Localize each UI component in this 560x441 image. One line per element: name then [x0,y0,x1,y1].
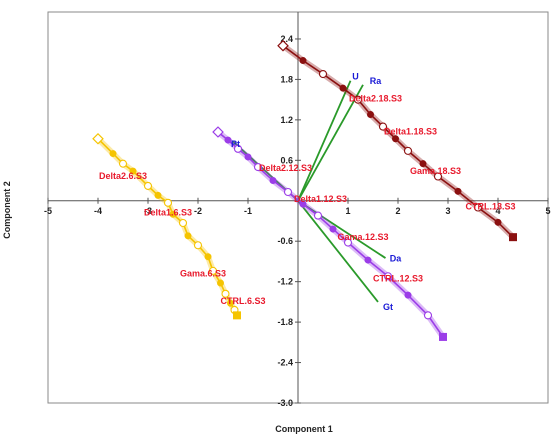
data-point [221,289,230,298]
data-point [217,279,224,287]
data-point [224,136,232,144]
data-point [494,218,502,226]
y-tick-label: -3.0 [277,398,293,408]
y-tick-label: 0.6 [280,155,293,165]
data-point [364,256,372,264]
point-label: Gama.6.S3 [180,268,226,278]
point-label: Delta2.18.S3 [349,94,402,104]
data-point [329,225,337,233]
data-point [299,200,307,208]
x-tick-label: 5 [545,206,550,216]
point-label: Delta1.6.S3 [144,208,192,218]
data-point [212,126,224,138]
x-tick-label: 2 [395,206,400,216]
loading-vector [297,80,352,202]
data-point [208,266,218,275]
point-label: CTRL.18.S3 [465,202,515,212]
data-point [439,332,447,341]
data-point [343,238,353,247]
data-point [423,311,433,320]
data-point [227,299,234,307]
data-point [353,95,363,104]
x-axis-title: Component 1 [275,424,333,434]
data-point [269,177,277,185]
data-point [92,132,104,145]
data-point [143,181,153,190]
y-tick-label: 1.8 [280,74,293,84]
data-point [244,153,252,161]
data-point [253,163,263,172]
series-line [217,131,444,338]
data-point [154,191,162,199]
data-point [283,187,293,197]
point-label: Delta2.12.S3 [259,163,312,173]
data-point [473,203,483,212]
loading-label: Gt [383,302,393,312]
loading-label: Da [390,253,402,263]
point-label: Delta1.12.S3 [294,194,347,204]
data-point [318,69,328,79]
point-label: Ra [370,76,382,86]
point-label: Gama.18.S3 [410,166,461,176]
data-point [118,159,128,168]
data-point [178,218,188,228]
data-point [433,172,443,181]
data-point [277,39,289,52]
data-point [233,144,243,153]
x-tick-label: -4 [94,206,102,216]
x-tick-label: -1 [244,206,252,216]
data-point [367,110,374,118]
y-tick-label: -1.2 [277,277,293,287]
y-tick-label: -0.6 [277,236,293,246]
data-point [204,253,212,261]
data-point [233,311,241,320]
x-tick-label: -5 [44,206,52,216]
point-label: Gama.12.S3 [337,232,388,242]
data-point [403,146,413,155]
point-label: Delta2.6.S3 [99,171,147,181]
data-point [313,211,323,220]
point-label: U [352,71,359,81]
point-label: CTRL.6.S3 [220,296,265,306]
y-tick-label: -1.8 [277,317,293,327]
data-point [163,198,173,207]
x-tick-label: -3 [144,206,152,216]
data-point [129,167,137,175]
data-point [299,57,307,65]
y-tick-label: -2.4 [277,358,293,368]
data-point [109,150,117,158]
point-label: CTRL.12.S3 [373,274,423,284]
data-point [193,241,203,250]
data-point [383,272,393,281]
x-tick-label: 4 [495,206,500,216]
data-point [339,84,347,92]
y-tick-label: 1.2 [280,115,293,125]
data-point [509,233,517,242]
x-tick-label: -2 [194,206,202,216]
data-point [454,187,462,195]
data-point [419,160,427,168]
y-axis-title: Component 2 [2,181,12,239]
loading-vector [297,200,379,303]
data-point [404,291,412,299]
loading-vector [297,200,386,259]
data-point [392,135,399,143]
data-point [184,232,192,240]
data-point [378,122,388,131]
point-label: Pt [231,139,240,149]
x-tick-label: 3 [445,206,450,216]
loading-vector [297,84,364,202]
y-tick-label: 2.4 [280,34,293,44]
point-label: Delta1.18.S3 [384,127,437,137]
data-point [169,210,177,218]
x-tick-label: 1 [345,206,350,216]
